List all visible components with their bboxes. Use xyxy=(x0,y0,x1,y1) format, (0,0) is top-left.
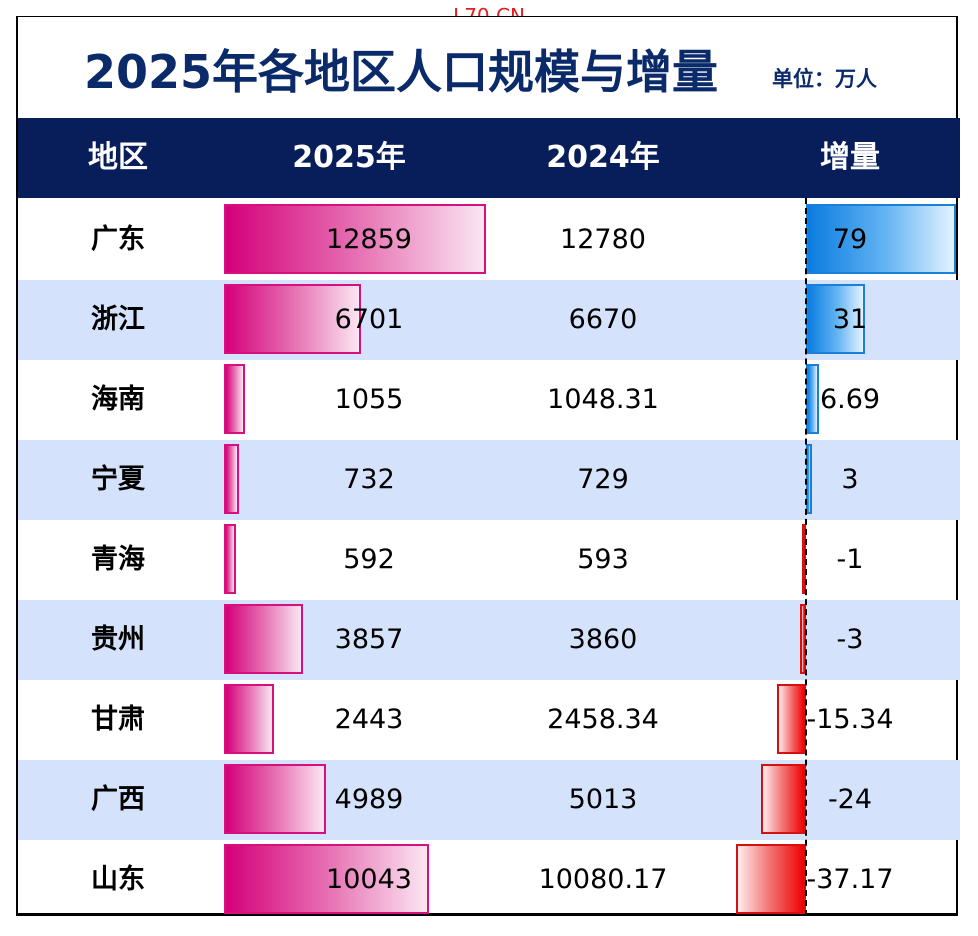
table-row: 宁夏 732 729 3 xyxy=(18,440,960,520)
header-increase: 增量 xyxy=(820,140,880,175)
value-increase: -1 xyxy=(836,544,864,575)
table-row: 浙江 6701 6670 31 xyxy=(18,280,960,360)
header-region: 地区 xyxy=(88,140,148,175)
value-2024: 6670 xyxy=(568,304,638,335)
value-2025: 732 xyxy=(343,464,395,495)
bar-increase-positive xyxy=(806,444,812,514)
table-row: 广东 12859 12780 79 xyxy=(18,200,960,280)
value-increase: 31 xyxy=(832,304,868,335)
region-label: 浙江 xyxy=(91,304,145,335)
bar-2025 xyxy=(224,764,326,834)
table-header: 地区 2025年 2024年 增量 xyxy=(18,118,960,198)
value-2025: 6701 xyxy=(334,304,404,335)
region-label: 广东 xyxy=(91,224,145,255)
table-row: 青海 592 593 -1 xyxy=(18,520,960,600)
value-2024: 10080.17 xyxy=(538,864,668,895)
value-2025: 1055 xyxy=(334,384,404,415)
value-2024: 729 xyxy=(577,464,629,495)
region-label: 贵州 xyxy=(91,624,145,655)
value-2024: 1048.31 xyxy=(547,384,659,415)
region-label: 青海 xyxy=(91,544,145,575)
bar-2025 xyxy=(224,284,361,354)
value-increase: -15.34 xyxy=(806,704,894,735)
header-2024: 2024年 xyxy=(546,140,660,175)
table-row: 山东 10043 10080.17 -37.17 xyxy=(18,840,960,920)
table-row: 甘肃 2443 2458.34 -15.34 xyxy=(18,680,960,760)
value-2024: 2458.34 xyxy=(547,704,659,735)
value-2025: 12859 xyxy=(326,224,412,255)
value-2024: 12780 xyxy=(560,224,646,255)
region-label: 宁夏 xyxy=(91,464,145,495)
bar-increase-negative xyxy=(777,684,806,754)
bar-2025 xyxy=(224,204,486,274)
bar-increase-negative xyxy=(761,764,806,834)
value-increase: -24 xyxy=(827,784,873,815)
value-2024: 3860 xyxy=(568,624,638,655)
chart-title: 2025年各地区人口规模与增量 xyxy=(84,45,719,99)
value-2025: 4989 xyxy=(334,784,404,815)
value-increase: 3 xyxy=(841,464,859,495)
value-2024: 593 xyxy=(577,544,629,575)
value-2025: 2443 xyxy=(334,704,404,735)
table-row: 贵州 3857 3860 -3 xyxy=(18,600,960,680)
bar-2025 xyxy=(224,604,303,674)
value-2024: 5013 xyxy=(568,784,638,815)
region-label: 广西 xyxy=(91,784,145,815)
value-increase: -3 xyxy=(836,624,864,655)
increase-zero-axis xyxy=(805,198,807,916)
bar-2025 xyxy=(224,684,274,754)
table-row: 海南 1055 1048.31 6.69 xyxy=(18,360,960,440)
value-2025: 592 xyxy=(343,544,395,575)
bar-2025 xyxy=(224,524,236,594)
bar-2025 xyxy=(224,444,239,514)
region-label: 山东 xyxy=(91,864,145,895)
region-label: 海南 xyxy=(91,384,145,415)
value-increase: -37.17 xyxy=(806,864,894,895)
bar-2025 xyxy=(224,364,245,434)
value-2025: 3857 xyxy=(334,624,404,655)
value-increase: 79 xyxy=(832,224,868,255)
value-increase: 6.69 xyxy=(819,384,881,415)
region-label: 甘肃 xyxy=(91,704,145,735)
value-2025: 10043 xyxy=(326,864,412,895)
bar-2025 xyxy=(224,844,429,914)
table-row: 广西 4989 5013 -24 xyxy=(18,760,960,840)
unit-label: 单位：万人 xyxy=(772,67,877,91)
bar-increase-positive xyxy=(806,204,956,274)
bar-increase-positive xyxy=(806,284,865,354)
header-2025: 2025年 xyxy=(292,140,406,175)
bar-increase-positive xyxy=(806,364,819,434)
